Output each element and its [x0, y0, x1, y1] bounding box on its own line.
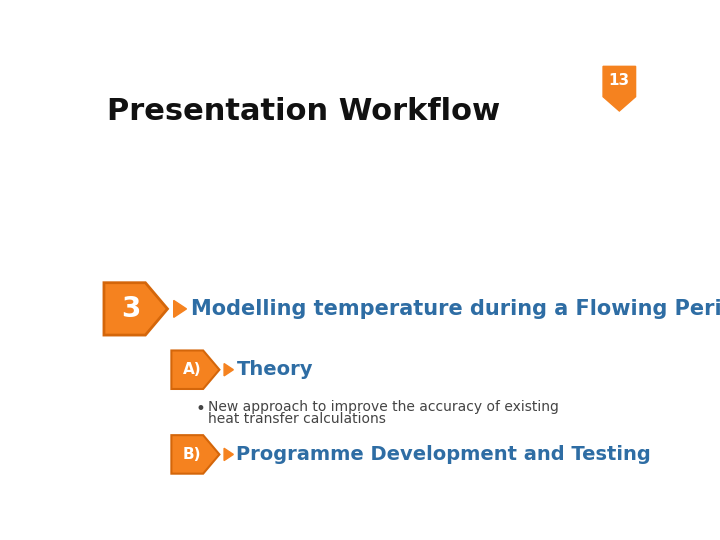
Text: Theory: Theory	[236, 360, 313, 379]
Text: 13: 13	[609, 73, 630, 89]
Text: •: •	[195, 400, 205, 418]
Polygon shape	[171, 435, 220, 474]
Text: heat transfer calculations: heat transfer calculations	[208, 412, 386, 426]
Polygon shape	[104, 283, 168, 335]
Text: Presentation Workflow: Presentation Workflow	[107, 97, 500, 126]
Polygon shape	[174, 300, 186, 318]
Text: Modelling temperature during a Flowing Period: Modelling temperature during a Flowing P…	[191, 299, 720, 319]
Text: 3: 3	[122, 295, 141, 323]
Text: A): A)	[183, 362, 202, 377]
Polygon shape	[224, 363, 233, 376]
Polygon shape	[224, 448, 233, 461]
Polygon shape	[603, 66, 636, 111]
Text: New approach to improve the accuracy of existing: New approach to improve the accuracy of …	[208, 400, 559, 414]
Polygon shape	[171, 350, 220, 389]
Text: Programme Development and Testing: Programme Development and Testing	[236, 445, 651, 464]
Text: B): B)	[183, 447, 202, 462]
